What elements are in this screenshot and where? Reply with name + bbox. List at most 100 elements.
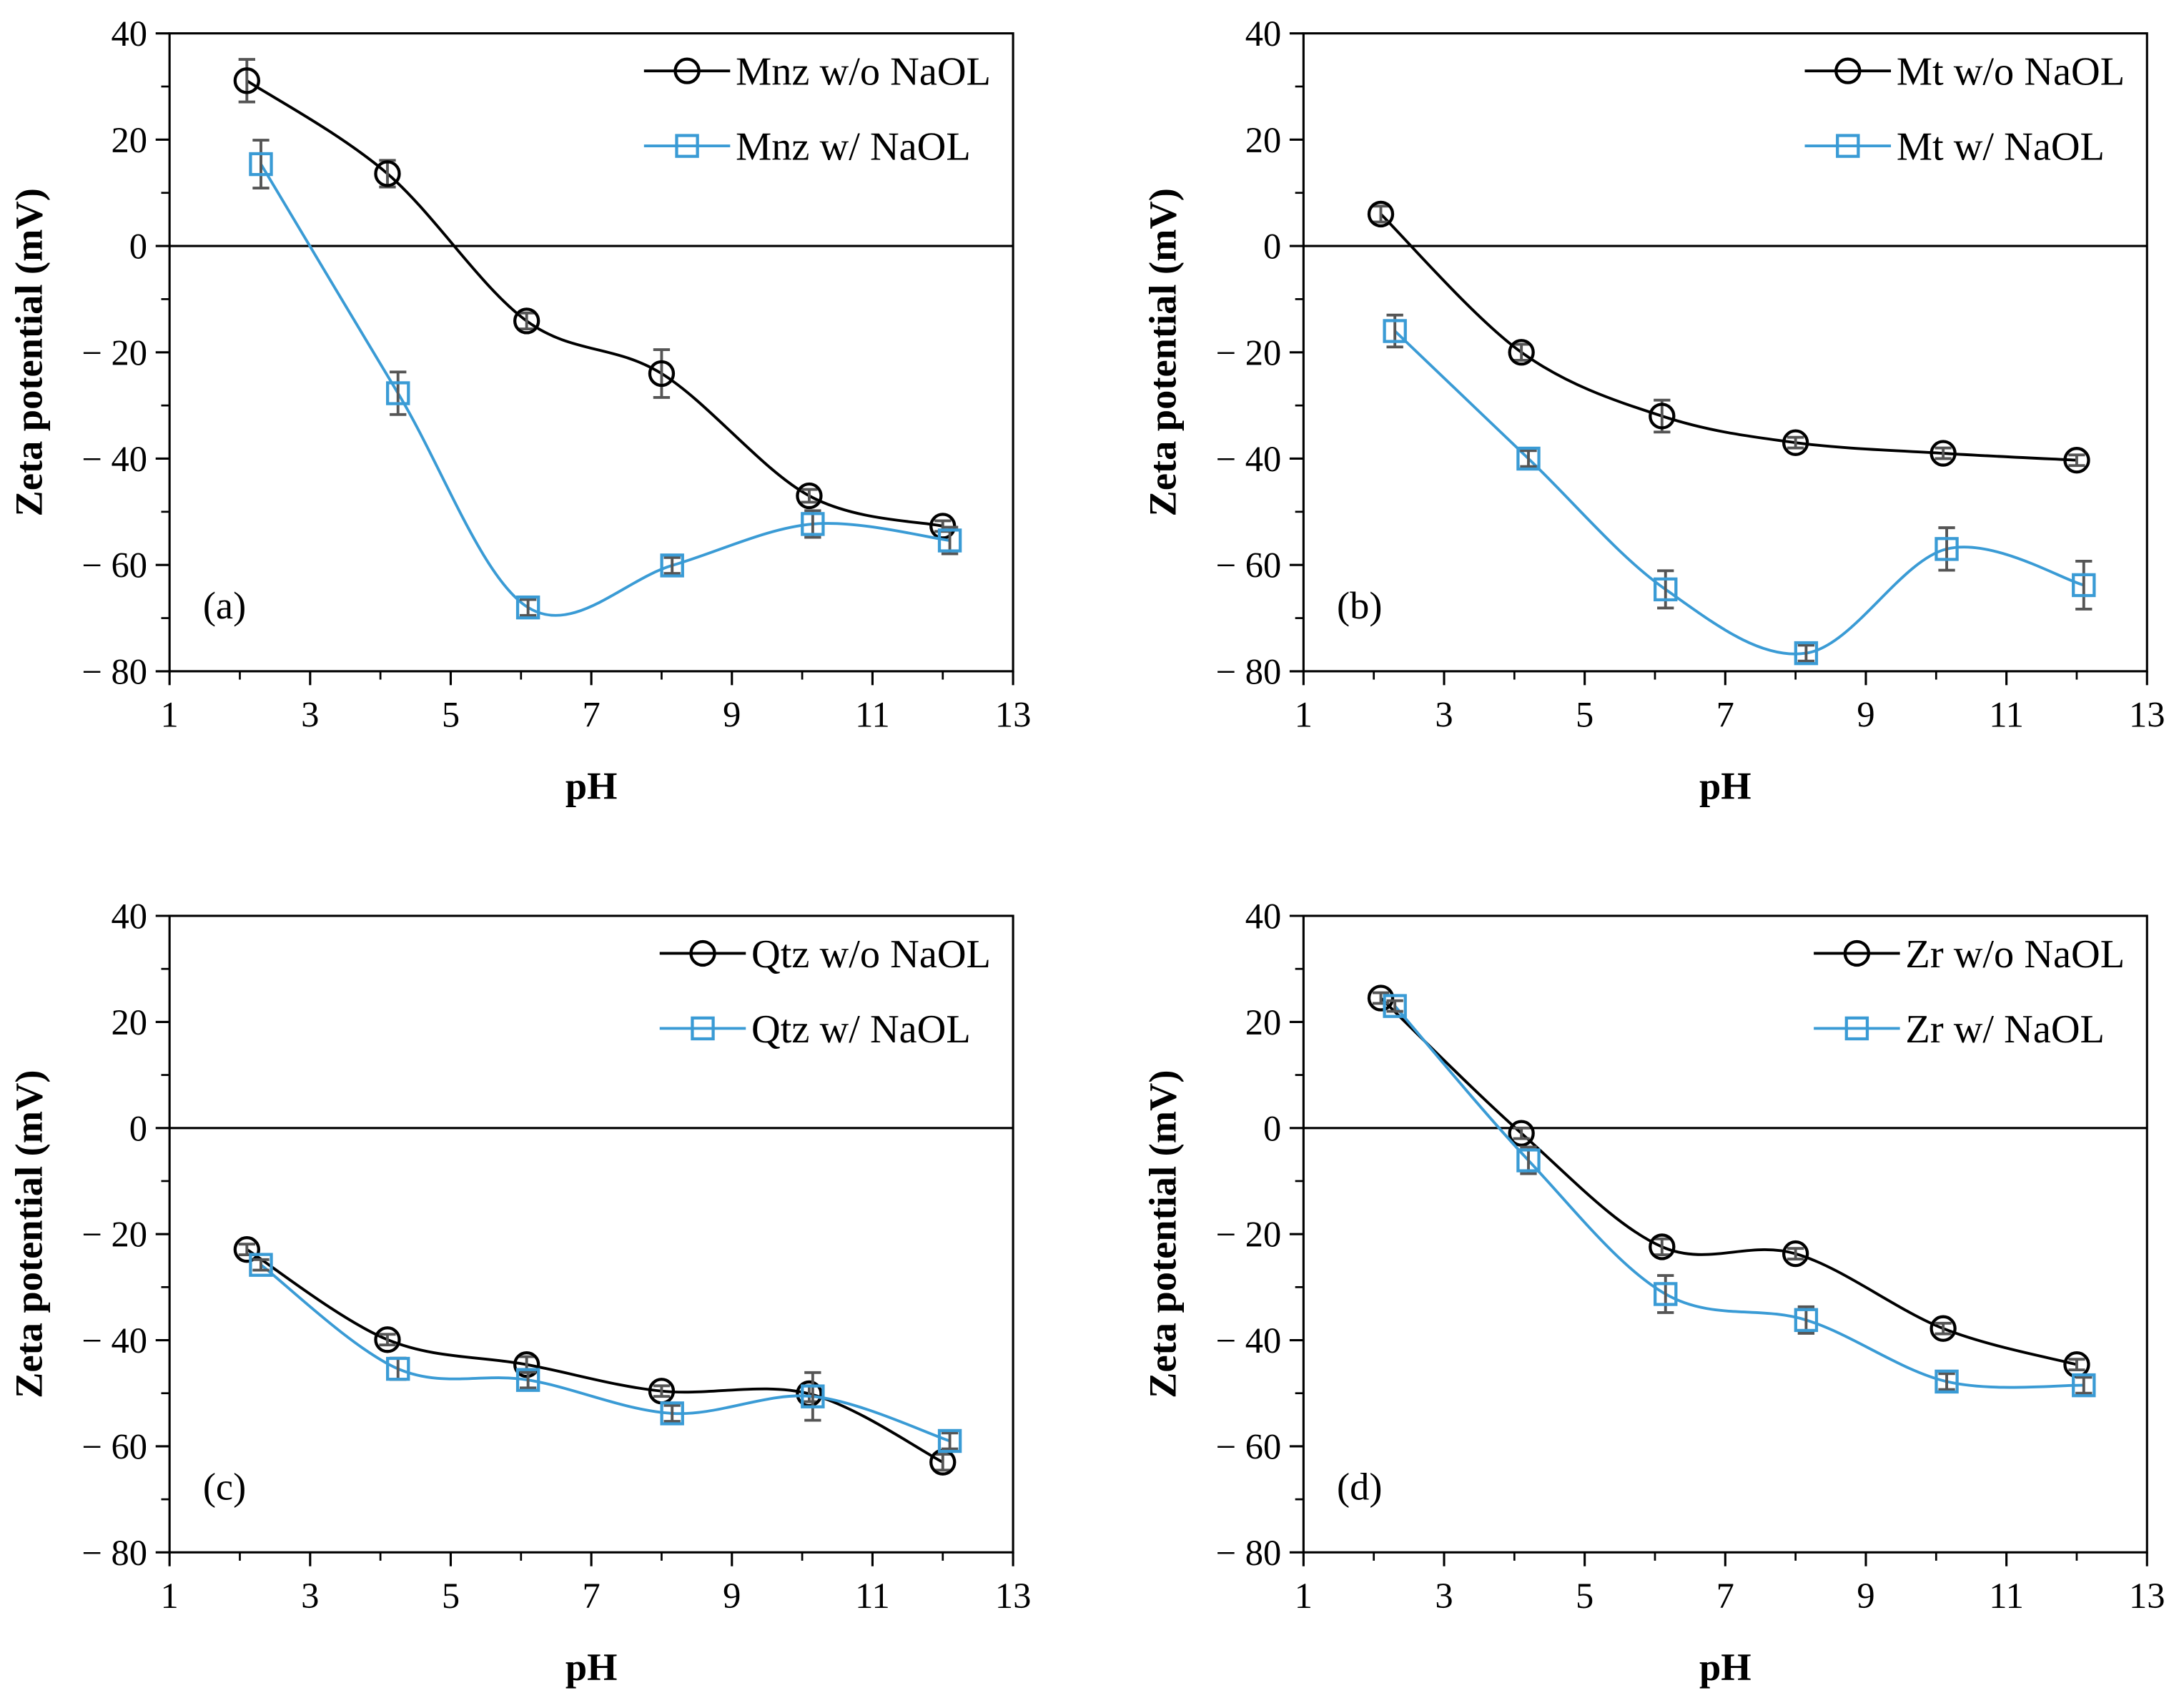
legend-square-marker (675, 134, 699, 158)
y-tick-label: − 60 (81, 1426, 147, 1466)
y-tick-label: − 40 (81, 1321, 147, 1361)
y-tick-label: 40 (112, 896, 148, 936)
x-tick-label: 9 (1857, 695, 1874, 735)
y-axis-title: Zeta potential (mV) (1142, 188, 1185, 516)
x-tick-label: 5 (442, 695, 460, 735)
legend-label: Zr w/ NaOL (1905, 1007, 2105, 1052)
x-tick-label: 1 (1295, 1576, 1313, 1616)
y-tick-label: − 20 (81, 332, 147, 372)
data-point (249, 152, 273, 177)
x-tick-label: 7 (1716, 1576, 1734, 1616)
data-point (386, 1356, 410, 1381)
series-without-naol (233, 58, 957, 540)
data-point (937, 1428, 962, 1453)
y-tick-label: 0 (1263, 1108, 1281, 1148)
series-line (1393, 330, 2085, 656)
series-with-naol (249, 139, 962, 620)
data-point (801, 1384, 825, 1408)
data-point (660, 1401, 684, 1426)
series-line (260, 1263, 951, 1443)
x-tick-label: 13 (2129, 1576, 2165, 1616)
y-tick-label: − 80 (1216, 651, 1282, 691)
x-tick-label: 3 (1435, 695, 1453, 735)
legend-circle-marker (1843, 939, 1871, 967)
legend-circle-marker (673, 57, 701, 84)
y-tick-label: 40 (1245, 14, 1282, 54)
series-with-naol (1383, 994, 2096, 1398)
x-tick-label: 13 (2129, 695, 2165, 735)
data-point (515, 595, 540, 620)
data-point (1367, 984, 1395, 1012)
x-tick-label: 3 (301, 695, 319, 735)
data-point (513, 307, 540, 335)
series-line (1393, 1004, 2084, 1389)
legend-circle-marker (689, 939, 716, 967)
legend-label: Mnz w/ NaOL (736, 125, 971, 169)
data-point (1508, 1120, 1535, 1147)
data-point (1383, 994, 1407, 1018)
data-point (1649, 1233, 1676, 1260)
data-point (801, 512, 825, 536)
data-point (1782, 1240, 1809, 1268)
y-tick-label: 20 (112, 1002, 148, 1042)
series-line (260, 163, 950, 617)
data-point (1935, 1369, 1959, 1394)
y-tick-label: − 20 (1216, 1215, 1282, 1255)
panel-label: (a) (203, 584, 246, 627)
y-tick-label: − 60 (1216, 1426, 1282, 1466)
legend-square-marker (1844, 1016, 1869, 1041)
y-tick-label: − 60 (81, 546, 147, 586)
data-point (1654, 577, 1678, 602)
legend-circle-marker (1834, 57, 1862, 84)
series-without-naol (233, 1235, 957, 1476)
legend-label: Mnz w/o NaOL (736, 50, 991, 94)
data-point (2072, 1373, 2096, 1398)
x-tick-label: 9 (1857, 1576, 1874, 1616)
y-tick-label: − 80 (1216, 1533, 1282, 1573)
series-without-naol (1367, 200, 2090, 474)
data-point (1367, 200, 1395, 228)
x-tick-label: 13 (995, 1576, 1032, 1616)
x-tick-label: 1 (161, 695, 179, 735)
data-point (1649, 403, 1676, 430)
data-point (1930, 1315, 1957, 1342)
y-tick-label: 20 (1245, 120, 1282, 160)
series-with-naol (249, 1253, 962, 1453)
y-tick-label: 20 (1245, 1002, 1282, 1042)
x-tick-label: 1 (1295, 695, 1313, 735)
legend-label: Qtz w/ NaOL (751, 1007, 971, 1052)
x-tick-label: 13 (995, 695, 1032, 735)
y-tick-label: 40 (1245, 896, 1282, 936)
x-tick-label: 9 (723, 1576, 741, 1616)
x-tick-label: 7 (582, 1576, 600, 1616)
panel-label: (d) (1337, 1465, 1382, 1508)
y-tick-label: − 80 (81, 1533, 147, 1573)
panel-label: (c) (203, 1465, 246, 1508)
data-point (1508, 339, 1535, 366)
data-point (233, 1235, 260, 1263)
data-point (648, 360, 676, 387)
legend: Mt w/o NaOL Mt w/ NaOL (1804, 50, 2125, 169)
x-tick-label: 5 (1576, 695, 1594, 735)
data-point (796, 482, 823, 510)
y-tick-label: − 40 (1216, 1321, 1282, 1361)
x-axis-title: pH (565, 1646, 618, 1689)
x-axis-title: pH (1699, 765, 1751, 808)
series-line (1380, 997, 2077, 1366)
data-point (1794, 641, 1819, 666)
x-tick-label: 3 (1435, 1576, 1453, 1616)
data-point (660, 553, 684, 578)
x-tick-label: 5 (1576, 1576, 1594, 1616)
x-tick-label: 3 (301, 1576, 319, 1616)
x-tick-label: 7 (1716, 695, 1734, 735)
y-tick-label: 0 (1263, 227, 1281, 267)
y-axis-title: Zeta potential (mV) (7, 1070, 50, 1398)
data-point (937, 528, 962, 553)
data-point (1935, 537, 1959, 561)
y-tick-label: − 60 (1216, 546, 1282, 586)
data-point (513, 1351, 540, 1378)
